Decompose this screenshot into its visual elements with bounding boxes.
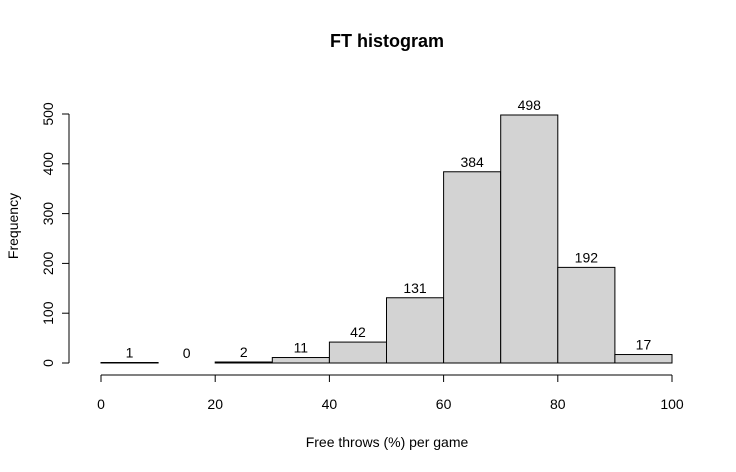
x-tick-label-5: 100 [660, 396, 684, 412]
histogram-bar-3 [271, 357, 330, 364]
histogram-bar-5 [386, 297, 445, 364]
histogram-bar-8 [557, 266, 616, 364]
chart-title: FT histogram [330, 31, 444, 51]
bar-value-label-4: 42 [350, 324, 366, 340]
bar-value-label-5: 131 [403, 280, 427, 296]
bar-value-label-9: 17 [636, 337, 652, 353]
y-tick-label-0: 0 [40, 359, 56, 367]
x-tick-label-2: 40 [322, 396, 338, 412]
x-tick-label-1: 20 [207, 396, 223, 412]
y-tick-label-2: 200 [40, 252, 56, 276]
y-axis-label: Frequency [5, 193, 21, 259]
histogram-bar-6 [443, 171, 502, 364]
y-axis: 0 100 200 300 400 500 [40, 102, 70, 367]
bar-value-label-2: 2 [240, 344, 248, 360]
histogram-bar-9 [614, 354, 673, 364]
x-tick-label-3: 60 [436, 396, 452, 412]
y-tick-label-5: 500 [40, 102, 56, 126]
x-axis-label: Free throws (%) per game [306, 434, 469, 450]
y-tick-label-1: 100 [40, 301, 56, 325]
x-tick-label-4: 80 [550, 396, 566, 412]
x-axis: 0 20 40 60 80 100 [97, 374, 684, 412]
bar-value-label-1: 0 [183, 345, 191, 361]
histogram-bar-7 [500, 114, 559, 364]
y-tick-label-4: 400 [40, 152, 56, 176]
x-tick-label-0: 0 [97, 396, 105, 412]
histogram-bar-4 [328, 341, 387, 364]
histogram-bar-2 [214, 361, 273, 364]
bars-group [100, 114, 673, 364]
bar-value-label-3: 11 [294, 340, 309, 356]
bar-value-label-6: 384 [460, 154, 484, 170]
bar-value-label-7: 498 [518, 97, 542, 113]
bar-value-label-8: 192 [575, 249, 599, 265]
bar-labels-group: 1 0 2 11 42 131 384 498 192 17 [126, 97, 652, 361]
bar-value-label-0: 1 [126, 345, 134, 361]
y-tick-label-3: 300 [40, 202, 56, 226]
